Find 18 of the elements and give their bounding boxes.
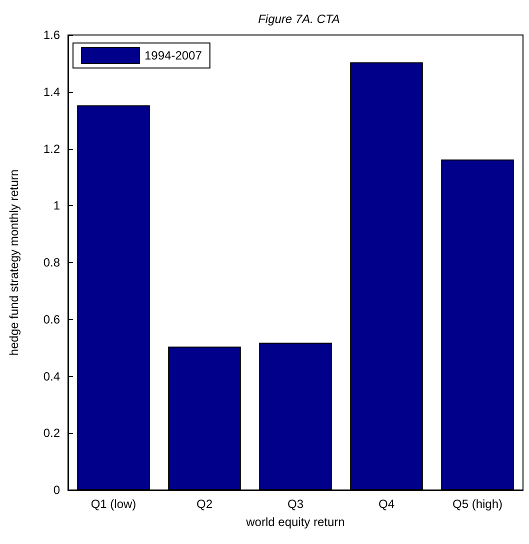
x-tick-label: Q5 (high) [452, 497, 503, 511]
x-tick-label: Q1 (low) [90, 497, 136, 511]
y-tick-label: 0.6 [43, 312, 60, 326]
x-tick-label: Q4 [378, 497, 395, 511]
x-axis-title: world equity return [245, 515, 345, 529]
y-tick-label: 1.6 [43, 28, 60, 42]
y-tick-label: 0.2 [43, 426, 60, 440]
y-tick-label: 0.4 [43, 369, 60, 384]
y-axis-title: hedge fund strategy monthly return [7, 169, 21, 356]
x-tick-label: Q2 [196, 497, 213, 511]
y-tick-label: 1 [53, 198, 60, 213]
chart-title: Figure 7A. CTA [258, 12, 340, 26]
y-tick-label: 1.4 [43, 84, 60, 99]
x-tick-label: Q3 [287, 497, 304, 511]
legend-label: 1994-2007 [144, 48, 202, 62]
y-tick-label: 0.8 [43, 256, 60, 270]
y-tick-label: 1.2 [43, 142, 60, 156]
y-tick-label: 0 [53, 483, 60, 497]
